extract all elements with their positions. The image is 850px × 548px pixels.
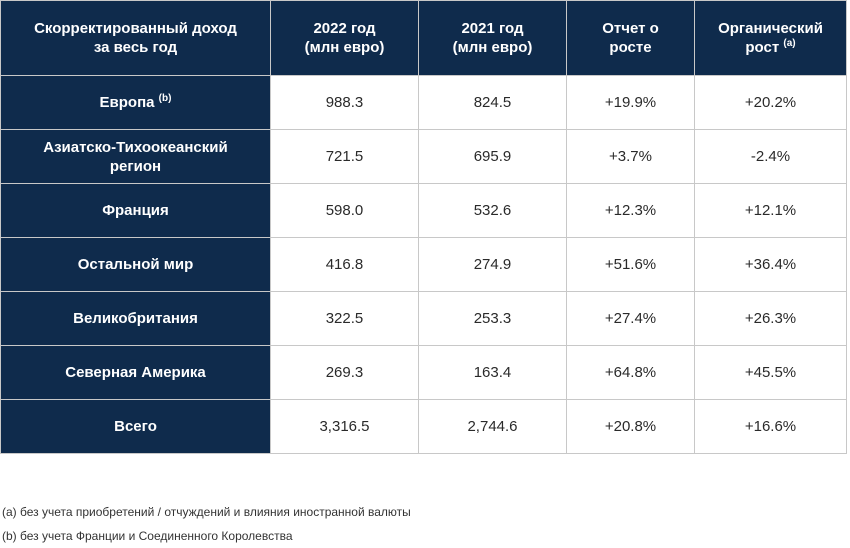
footnote-a: (a) без учета приобретений / отчуждений … (2, 505, 411, 519)
value-cell-y2022: 721.5 (270, 129, 419, 184)
value-cell-y2022: 269.3 (270, 345, 419, 400)
region-cell: Северная Америка (0, 345, 271, 400)
value-cell-growth: +64.8% (566, 345, 695, 400)
value-cell-y2022: 3,316.5 (270, 399, 419, 454)
value-cell-growth: +20.8% (566, 399, 695, 454)
value-cell-growth: +27.4% (566, 291, 695, 346)
value-cell-y2022: 416.8 (270, 237, 419, 292)
value-cell-organic: +16.6% (694, 399, 847, 454)
region-cell: Всего (0, 399, 271, 454)
value-cell-y2021: 253.3 (418, 291, 567, 346)
table-row: Остальной мир 416.8 274.9 +51.6% +36.4% (0, 237, 847, 292)
value-cell-organic: +12.1% (694, 183, 847, 238)
value-cell-y2021: 274.9 (418, 237, 567, 292)
table-header-row: Скорректированный доход за весь год 2022… (0, 0, 847, 76)
table-row: Азиатско-Тихоокеанский регион 721.5 695.9 +… (0, 129, 847, 184)
value-cell-y2022: 598.0 (270, 183, 419, 238)
revenue-table: Скорректированный доход за весь год 2022… (0, 0, 847, 454)
value-cell-organic: +26.3% (694, 291, 847, 346)
value-cell-y2021: 532.6 (418, 183, 567, 238)
table-row: Всего 3,316.5 2,744.6 +20.8% +16.6% (0, 399, 847, 454)
header-cell: Органический рост (a) (694, 0, 847, 76)
region-cell: Великобритания (0, 291, 271, 346)
footnote-marker: (a) (783, 38, 796, 49)
value-cell-growth: +12.3% (566, 183, 695, 238)
header-cell: Скорректированный доход за весь год (0, 0, 271, 76)
header-cell: 2022 год (млн евро) (270, 0, 419, 76)
footnotes: (a) без учета приобретений / отчуждений … (2, 500, 411, 548)
table-row: Европа (b) 988.3 824.5 +19.9% +20.2% (0, 75, 847, 130)
value-cell-y2021: 163.4 (418, 345, 567, 400)
footnote-marker: (b) (158, 93, 172, 104)
value-cell-y2022: 322.5 (270, 291, 419, 346)
value-cell-organic: -2.4% (694, 129, 847, 184)
region-cell: Франция (0, 183, 271, 238)
value-cell-growth: +19.9% (566, 75, 695, 130)
value-cell-organic: +45.5% (694, 345, 847, 400)
region-cell: Остальной мир (0, 237, 271, 292)
value-cell-y2022: 988.3 (270, 75, 419, 130)
table-row: Франция 598.0 532.6 +12.3% +12.1% (0, 183, 847, 238)
value-cell-y2021: 2,744.6 (418, 399, 567, 454)
header-cell: 2021 год (млн евро) (418, 0, 567, 76)
value-cell-organic: +20.2% (694, 75, 847, 130)
value-cell-y2021: 695.9 (418, 129, 567, 184)
region-cell: Европа (b) (0, 75, 271, 130)
table-row: Великобритания 322.5 253.3 +27.4% +26.3% (0, 291, 847, 346)
footnote-b: (b) без учета Франции и Соединенного Кор… (2, 529, 293, 543)
header-cell: Отчет о росте (566, 0, 695, 76)
table-row: Северная Америка 269.3 163.4 +64.8% +45.5% (0, 345, 847, 400)
value-cell-organic: +36.4% (694, 237, 847, 292)
region-cell: Азиатско-Тихоокеанский регион (0, 129, 271, 184)
value-cell-y2021: 824.5 (418, 75, 567, 130)
value-cell-growth: +51.6% (566, 237, 695, 292)
value-cell-growth: +3.7% (566, 129, 695, 184)
